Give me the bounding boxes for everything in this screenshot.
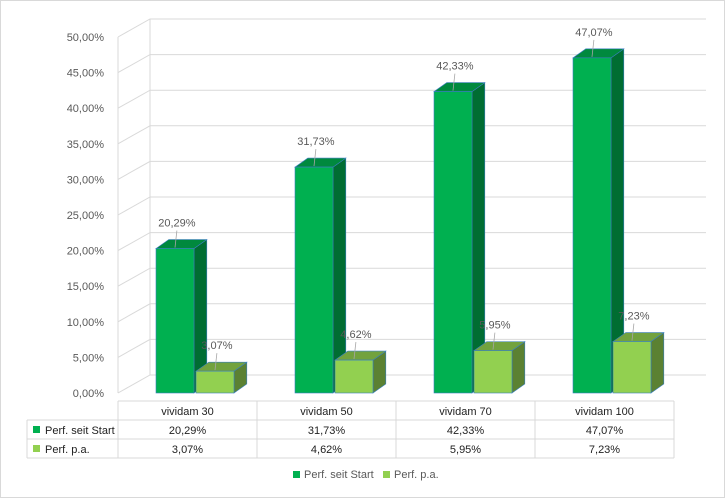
y-tick-label: 30,00% — [67, 174, 105, 186]
table-series-key — [33, 445, 40, 452]
table-series-name: Perf. p.a. — [45, 444, 90, 456]
table-cell: 4,62% — [311, 444, 342, 456]
bar — [572, 48, 625, 394]
bars-layer — [155, 48, 665, 394]
legend-key — [293, 471, 300, 478]
bar-front — [195, 370, 235, 394]
category-label: vividam 50 — [300, 406, 353, 418]
bar — [612, 331, 665, 394]
y-tick-label: 45,00% — [67, 68, 105, 80]
data-labels-layer: 20,29% 3,07% 31,73% 4,62% 42,33% 5,95% 47,07% 7… — [158, 27, 650, 371]
data-label-leader — [492, 332, 496, 350]
bar-front — [155, 248, 195, 394]
table-cell: 5,95% — [450, 444, 481, 456]
grid-layer — [117, 18, 706, 394]
bar-front — [433, 91, 473, 394]
data-table: vividam 30 vividam 50 vividam 70 vividam 10… — [26, 400, 675, 459]
data-label-leader — [452, 73, 456, 91]
data-label: 4,62% — [340, 329, 371, 341]
category-label: vividam 30 — [161, 406, 214, 418]
table-cell: 47,07% — [586, 425, 624, 437]
bar-front — [334, 359, 374, 394]
table-cell: 31,73% — [308, 425, 346, 437]
table-cell: 20,29% — [169, 425, 207, 437]
legend-label: Perf. seit Start — [304, 469, 374, 481]
bar — [294, 157, 347, 394]
category-label: vividam 100 — [575, 406, 634, 418]
bar — [195, 361, 248, 394]
bar-front — [572, 57, 612, 394]
legend-label: Perf. p.a. — [394, 469, 439, 481]
bar — [473, 341, 526, 394]
table-series-name: Perf. seit Start — [45, 425, 115, 437]
table-cell: 42,33% — [447, 425, 485, 437]
y-tick-label: 10,00% — [67, 317, 105, 329]
gridline — [117, 18, 706, 38]
data-label: 42,33% — [436, 61, 474, 73]
y-tick-label: 0,00% — [73, 388, 104, 400]
data-label: 20,29% — [158, 218, 196, 230]
data-label: 5,95% — [479, 320, 510, 332]
category-label: vividam 70 — [439, 406, 492, 418]
y-tick-label: 15,00% — [67, 281, 105, 293]
y-tick-label: 20,00% — [67, 246, 105, 258]
table-cell: 3,07% — [172, 444, 203, 456]
bar-front — [612, 341, 652, 394]
data-label: 3,07% — [201, 340, 232, 352]
data-label: 7,23% — [618, 311, 649, 323]
data-label-leader — [214, 353, 218, 371]
bar — [334, 350, 387, 394]
data-label-leader — [631, 323, 635, 341]
bar-front — [473, 350, 513, 394]
y-tick-label: 50,00% — [67, 32, 105, 44]
data-label-leader — [591, 39, 595, 57]
data-label-leader — [174, 230, 178, 248]
bar-side — [650, 331, 665, 394]
data-label: 47,07% — [575, 27, 613, 39]
bar — [433, 82, 486, 394]
table-series-key — [33, 426, 40, 433]
legend-key — [383, 471, 390, 478]
y-axis: 0,00% 5,00% 10,00% 15,00% 20,00% 25,00% 30,00%… — [67, 32, 105, 400]
y-tick-label: 25,00% — [67, 210, 105, 222]
y-tick-label: 35,00% — [67, 139, 105, 151]
y-tick-label: 5,00% — [73, 352, 104, 364]
data-label-leader — [353, 342, 357, 360]
bar — [155, 238, 208, 394]
data-label-leader — [313, 149, 317, 167]
y-tick-label: 40,00% — [67, 103, 105, 115]
legend: Perf. seit Start Perf. p.a. — [293, 469, 439, 481]
table-cell: 7,23% — [589, 444, 620, 456]
bar-front — [294, 166, 334, 394]
data-label: 31,73% — [297, 136, 335, 148]
